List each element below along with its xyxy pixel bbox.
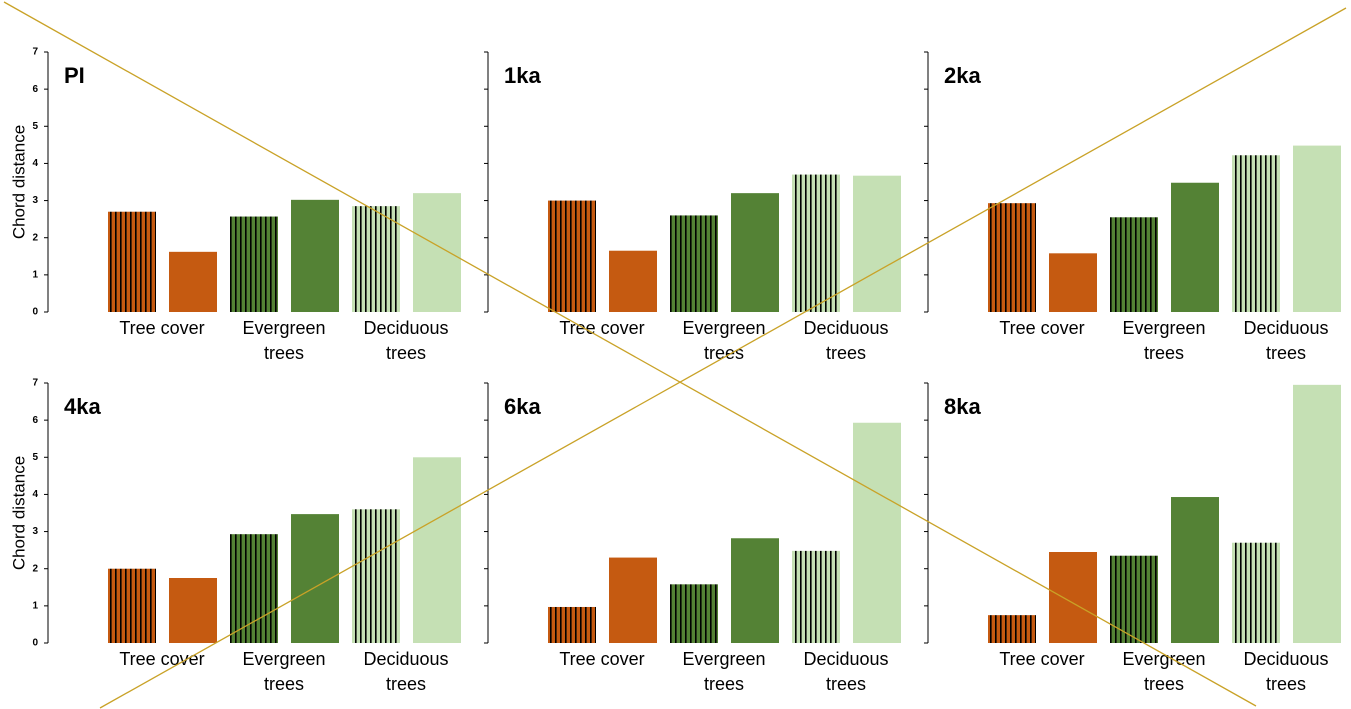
category-label-box: Evergreen trees (682, 649, 766, 694)
bar (1232, 155, 1280, 312)
x-category-label: Evergreen trees (1122, 649, 1206, 694)
x-category-label: Tree cover (559, 318, 645, 338)
y-tick-label: 4 (32, 489, 38, 500)
category-label-box: Deciduous trees (803, 318, 889, 363)
category-label-box: Tree cover (559, 318, 645, 338)
cross-out-line (99, 7, 1347, 709)
panel-title: 4ka (64, 394, 101, 419)
bar (1293, 384, 1341, 643)
category-label-box: Deciduous trees (803, 649, 889, 694)
category-label-box: Evergreen trees (242, 649, 326, 694)
y-tick-label: 4 (32, 158, 38, 169)
bar (352, 509, 400, 643)
bar (731, 193, 779, 312)
category-label-box: Evergreen trees (1122, 649, 1206, 694)
y-tick-label: 6 (32, 84, 38, 95)
bar (169, 578, 217, 643)
category-label-box: Deciduous trees (1243, 318, 1329, 363)
panel-title: 1ka (504, 63, 541, 88)
y-tick-label: 5 (32, 121, 38, 132)
y-tick-label: 2 (32, 563, 38, 574)
bar (291, 514, 339, 643)
x-category-label: Deciduous trees (363, 318, 449, 363)
bar (988, 615, 1036, 643)
x-category-label: Evergreen trees (242, 649, 326, 694)
category-label-box: Deciduous trees (1243, 649, 1329, 694)
category-label-box: Tree cover (119, 649, 205, 669)
x-category-label: Deciduous trees (803, 649, 889, 694)
y-tick-label: 2 (32, 232, 38, 243)
x-category-label: Tree cover (999, 318, 1085, 338)
bar (853, 175, 901, 312)
category-label-box: Deciduous trees (363, 318, 449, 363)
bar (230, 216, 278, 312)
x-category-label: Deciduous trees (803, 318, 889, 363)
category-label-box: Tree cover (119, 318, 205, 338)
y-tick-label: 3 (32, 195, 38, 206)
category-label-box: Tree cover (999, 649, 1085, 669)
bar (108, 211, 156, 312)
bar (1110, 217, 1158, 312)
bar (291, 199, 339, 312)
panel-title: 2ka (944, 63, 981, 88)
bar (413, 193, 461, 312)
bar (230, 534, 278, 643)
bar (1049, 552, 1097, 643)
bar (609, 557, 657, 643)
x-category-label: Evergreen trees (682, 318, 766, 363)
bar (1232, 542, 1280, 643)
bar (108, 568, 156, 643)
y-tick-label: 0 (32, 307, 38, 318)
bar (792, 174, 840, 312)
category-label-box: Evergreen trees (682, 318, 766, 363)
category-label-box: Evergreen trees (1122, 318, 1206, 363)
bar (670, 584, 718, 643)
bar (548, 606, 596, 643)
bar (413, 457, 461, 643)
x-category-label: Evergreen trees (682, 649, 766, 694)
x-category-label: Tree cover (559, 649, 645, 669)
y-axis-label: Chord distance (9, 125, 28, 239)
panel-title: 8ka (944, 394, 981, 419)
x-category-label: Evergreen trees (242, 318, 326, 363)
y-tick-label: 7 (32, 47, 38, 58)
bar (853, 422, 901, 643)
x-category-label: Deciduous trees (1243, 318, 1329, 363)
panel-title: PI (64, 63, 85, 88)
y-tick-label: 5 (32, 452, 38, 463)
category-label-box: Tree cover (559, 649, 645, 669)
bar (988, 203, 1036, 312)
x-category-label: Evergreen trees (1122, 318, 1206, 363)
y-axis-label: Chord distance (9, 456, 28, 570)
bar (1110, 555, 1158, 643)
category-label-box: Tree cover (999, 318, 1085, 338)
panel-title: 6ka (504, 394, 541, 419)
bar (548, 200, 596, 312)
y-tick-label: 7 (32, 378, 38, 389)
bar (792, 550, 840, 643)
y-tick-label: 6 (32, 415, 38, 426)
bar (670, 215, 718, 312)
bar (731, 538, 779, 643)
x-category-label: Tree cover (119, 649, 205, 669)
bar (1171, 182, 1219, 312)
y-tick-label: 1 (32, 600, 38, 611)
y-tick-label: 0 (32, 638, 38, 649)
x-category-label: Deciduous trees (1243, 649, 1329, 694)
bar (169, 251, 217, 312)
category-label-box: Evergreen trees (242, 318, 326, 363)
cross-out-line (3, 1, 1257, 707)
bar (609, 250, 657, 312)
y-tick-label: 1 (32, 269, 38, 280)
bar (352, 206, 400, 312)
x-category-label: Deciduous trees (363, 649, 449, 694)
x-category-label: Tree cover (999, 649, 1085, 669)
bar (1293, 145, 1341, 312)
bar (1171, 497, 1219, 643)
y-tick-label: 3 (32, 526, 38, 537)
x-category-label: Tree cover (119, 318, 205, 338)
category-label-box: Deciduous trees (363, 649, 449, 694)
bar (1049, 253, 1097, 312)
